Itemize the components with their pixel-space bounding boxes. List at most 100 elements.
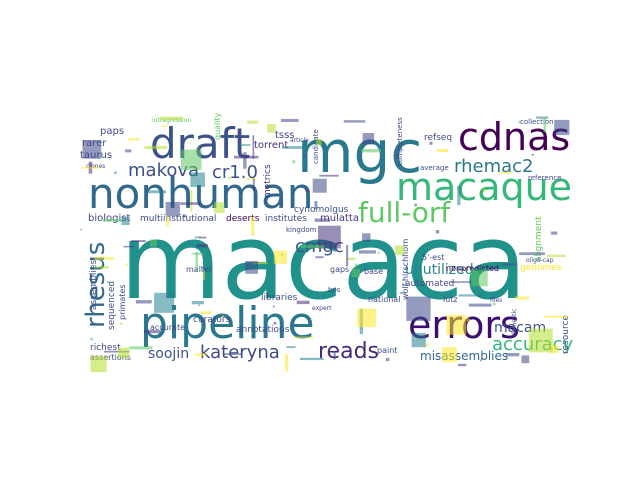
cloud-speck: [493, 303, 496, 306]
cloud-speck: [446, 315, 466, 335]
cloud-word: kingdom: [286, 226, 317, 234]
cloud-speck: [359, 250, 376, 253]
cloud-speck: [222, 315, 224, 317]
cloud-speck: [436, 230, 439, 233]
cloud-speck: [319, 175, 338, 177]
cloud-word: reads: [318, 339, 379, 364]
cloud-word: refseq: [424, 133, 452, 143]
cloud-speck: [214, 202, 225, 213]
cloud-speck: [437, 149, 448, 152]
cloud-speck: [426, 343, 429, 346]
cloud-speck: [128, 138, 140, 140]
cloud-speck: [538, 217, 541, 220]
cloud-speck: [519, 252, 545, 255]
cloud-word: bos: [328, 286, 341, 294]
cloud-speck: [301, 245, 325, 248]
cloud-speck: [195, 353, 206, 356]
cloud-speck: [238, 144, 251, 146]
cloud-speck: [192, 301, 204, 304]
cloud-speck: [306, 189, 309, 192]
cloud-speck: [293, 337, 313, 339]
cloud-speck: [118, 348, 129, 359]
cloud-speck: [81, 167, 99, 169]
cloud-word: institutes: [265, 214, 307, 224]
cloud-speck: [247, 121, 258, 124]
cloud-word: article: [290, 137, 309, 144]
cloud-speck: [160, 117, 183, 121]
cloud-speck: [203, 271, 205, 280]
cloud-word: paps: [100, 126, 124, 137]
cloud-speck: [469, 304, 492, 307]
cloud-speck: [315, 201, 318, 209]
cloud-speck: [195, 237, 201, 239]
cloud-speck: [315, 219, 330, 222]
cloud-speck: [190, 173, 205, 188]
cloud-speck: [131, 240, 145, 242]
cloud-speck: [273, 306, 275, 308]
cloud-word: primates: [118, 284, 127, 320]
cloud-speck: [316, 139, 322, 145]
cloud-speck: [303, 155, 305, 157]
cloud-word: reference: [528, 174, 561, 182]
cloud-speck: [245, 261, 258, 274]
cloud-speck: [300, 358, 324, 360]
cloud-word: alignment: [534, 216, 544, 262]
cloud-speck: [442, 347, 457, 362]
cloud-word: genomes: [520, 263, 562, 273]
cloud-speck: [285, 354, 288, 372]
cloud-word: average: [420, 164, 449, 172]
cloud-word: resource: [561, 315, 571, 354]
cloud-speck: [199, 305, 201, 307]
cloud-speck: [519, 121, 522, 124]
cloud-speck: [414, 204, 417, 207]
cloud-speck: [347, 258, 356, 260]
cloud-speck: [483, 189, 486, 192]
cloud-speck: [551, 232, 557, 235]
cloud-speck: [103, 219, 123, 222]
cloud-word: oligo-cap: [526, 257, 554, 264]
cloud-speck: [315, 256, 323, 258]
cloud-speck: [197, 244, 208, 247]
cloud-word: completeness: [396, 117, 404, 166]
cloud-speck: [396, 155, 398, 157]
cloud-speck: [147, 190, 166, 193]
cloud-word: candidate: [312, 129, 320, 164]
cloud-speck: [346, 245, 348, 266]
cloud-speck: [274, 251, 287, 264]
cloud-speck: [94, 266, 109, 268]
cloud-speck: [362, 233, 371, 242]
cloud-speck: [281, 119, 299, 122]
cloud-word: malter: [186, 265, 213, 274]
cloud-speck: [274, 322, 277, 325]
cloud-speck: [499, 172, 512, 174]
cloud-word: base: [364, 267, 383, 276]
cloud-speck: [334, 352, 336, 360]
cloud-word: lutz: [443, 295, 458, 304]
cloud-word: expert: [312, 305, 332, 312]
cloud-word: torrent: [254, 140, 288, 151]
cloud-speck: [161, 125, 169, 127]
cloud-speck: [286, 346, 295, 348]
cloud-speck: [529, 329, 553, 353]
cloud-speck: [223, 353, 241, 355]
cloud-word: rhemac2: [454, 156, 533, 177]
cloud-speck: [267, 124, 276, 133]
cloud-speck: [554, 120, 569, 135]
cloud-speck: [144, 330, 160, 333]
cloud-speck: [90, 338, 93, 341]
cloud-speck: [228, 177, 231, 180]
cloud-speck: [479, 266, 482, 273]
cloud-word: metrics: [263, 164, 273, 198]
cloud-speck: [154, 293, 174, 313]
cloud-word: sequenced: [107, 281, 117, 330]
cloud-speck: [191, 190, 193, 212]
cloud-speck: [400, 292, 406, 294]
cloud-speck: [333, 269, 335, 271]
cloud-speck: [83, 140, 102, 159]
cloud-speck: [459, 294, 482, 296]
cloud-speck: [94, 257, 114, 260]
cloud-word: libraries: [261, 293, 298, 303]
cloud-speck: [166, 202, 180, 216]
cloud-speck: [544, 118, 547, 132]
cloud-speck: [243, 152, 246, 169]
